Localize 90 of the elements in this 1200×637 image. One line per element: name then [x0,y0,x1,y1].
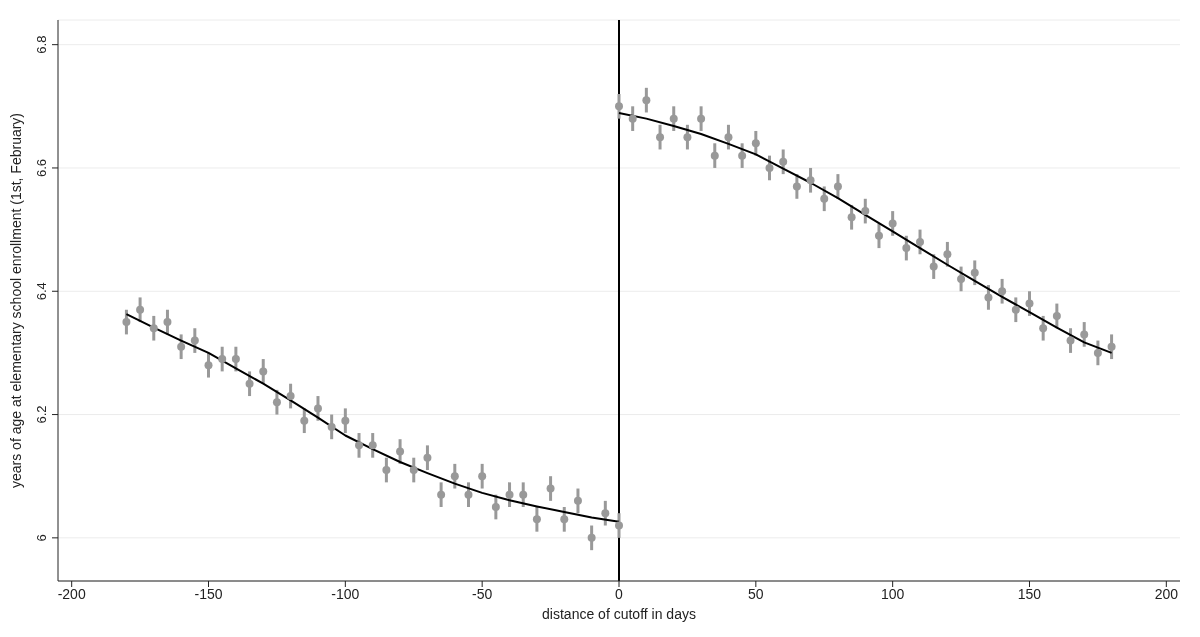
point [368,441,377,450]
point [1066,336,1075,345]
point [478,472,487,481]
x-tick-label: -150 [194,585,223,602]
y-tick-label: 6.6 [34,158,49,177]
point [231,355,240,364]
point [450,472,459,481]
y-tick-label: 6 [34,534,49,542]
x-tick-label: -100 [331,585,360,602]
point [724,133,733,142]
point [656,133,665,142]
point [888,219,897,228]
x-tick-label: 200 [1154,585,1179,602]
point [1039,324,1048,333]
point [313,404,322,413]
point [327,422,336,431]
point [916,237,925,246]
point [560,515,569,524]
point [943,250,952,259]
point [300,416,309,425]
point [738,151,747,160]
point [204,361,213,370]
point [122,318,131,327]
x-tick-label: 50 [748,585,764,602]
point [423,453,432,462]
point [1052,311,1061,320]
point [957,274,966,283]
point [177,342,186,351]
point [615,102,623,111]
point [546,484,555,493]
point [437,490,446,499]
point [601,509,610,518]
point [998,287,1007,296]
point [341,416,350,425]
y-tick-label: 6.8 [34,35,49,54]
point [929,262,938,271]
point [792,182,801,191]
point [874,231,883,240]
point [1080,330,1089,339]
point [190,336,199,345]
point [464,490,473,499]
point [245,379,254,388]
point [1107,342,1116,351]
x-tick-label: 100 [880,585,905,602]
y-axis-title: years of age at elementary school enrollment (1st, February) [7,112,24,489]
point [382,466,391,475]
x-axis-title: distance of cutoff in days [542,606,696,622]
point [491,503,500,512]
point [697,114,706,123]
point [505,490,514,499]
point [163,318,172,327]
point [710,151,719,160]
point [1093,348,1102,357]
point [669,114,678,123]
point [628,114,637,123]
x-tick-label: -50 [472,585,493,602]
point [286,392,295,401]
x-tick-label: 0 [615,585,624,602]
point [1011,305,1020,314]
point [642,96,651,105]
point [396,447,405,456]
point [272,398,281,407]
point [615,521,623,530]
x-tick-label: 150 [1017,585,1042,602]
point [970,268,979,277]
point [683,133,692,142]
point [902,244,911,253]
point [751,139,760,148]
point [806,176,815,185]
point [833,182,842,191]
point [218,355,227,364]
point [861,207,870,216]
point [519,490,528,499]
point [573,496,582,505]
point [149,324,158,333]
point [136,305,145,314]
point [259,367,268,376]
x-tick-label: -200 [57,585,86,602]
point [779,157,788,166]
y-tick-label: 6.2 [34,405,49,424]
point [587,533,596,542]
point [765,163,774,172]
point [847,213,856,222]
point [532,515,541,524]
point [355,441,364,450]
point [984,293,993,302]
point [409,466,418,475]
y-tick-label: 6.4 [34,282,49,301]
point [820,194,829,203]
point [1025,299,1034,308]
